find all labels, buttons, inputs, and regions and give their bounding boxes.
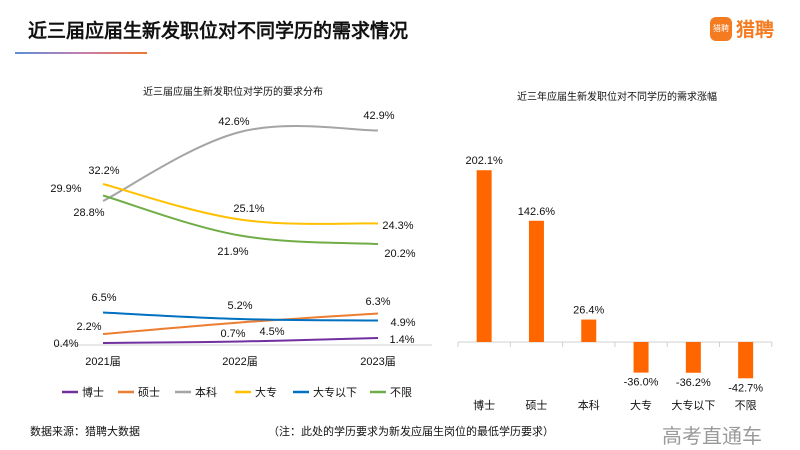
data-label: 42.6% <box>218 116 249 128</box>
data-label: 6.5% <box>91 292 116 304</box>
x-tick-label: 2022届 <box>222 355 257 368</box>
page-title: 近三届应届生新发职位对不同学历的需求情况 <box>28 20 409 42</box>
data-label: 29.9% <box>50 183 81 195</box>
data-label: 32.2% <box>88 165 119 177</box>
legend-item: 不限 <box>390 386 412 399</box>
bar-data-label: 202.1% <box>465 155 503 167</box>
data-label: 4.9% <box>390 317 415 329</box>
line-series-大专 <box>102 183 379 225</box>
data-label: 4.5% <box>259 326 284 338</box>
bar-data-label: 142.6% <box>518 206 556 218</box>
data-label: 24.3% <box>382 220 413 232</box>
data-label: 42.9% <box>363 110 394 122</box>
bar-data-label: 26.4% <box>573 305 604 317</box>
data-label: 5.2% <box>227 300 252 312</box>
footnote: （注：此处的学历要求为新发应届生岗位的最低学历要求） <box>268 425 554 438</box>
line-series-博士 <box>102 337 379 344</box>
line-chart-title: 近三届应届生新发职位对学历的要求分布 <box>143 85 323 98</box>
bar-data-label: -42.7% <box>728 382 763 394</box>
logo-text: 猎聘 <box>736 19 775 41</box>
line-series-硕士 <box>102 312 379 335</box>
bar-硕士 <box>528 220 544 342</box>
data-label: 2.2% <box>76 321 101 333</box>
bar-chart-title: 近三年应届生新发职位对不同学历的需求涨幅 <box>517 90 717 103</box>
x-tick-label: 博士 <box>473 399 495 412</box>
legend-item: 硕士 <box>138 386 160 399</box>
logo-badge-icon: 猎聘 <box>710 16 732 41</box>
bar-博士 <box>476 170 492 342</box>
x-tick-label: 不限 <box>735 399 757 412</box>
data-label: 28.8% <box>73 207 104 219</box>
bar-大专 <box>633 342 649 373</box>
data-source: 数据来源：猎聘大数据 <box>30 425 140 438</box>
x-tick-label: 大专以下 <box>671 398 715 412</box>
x-tick-label: 2023届 <box>360 355 395 368</box>
watermark: 高考直通车 <box>662 424 762 448</box>
x-tick-label: 本科 <box>578 398 600 412</box>
bar-chart: 202.1% 博士 142.6% 硕士 26.4% 本科 -36.0% 大专 -36.2% 大专以… <box>457 155 773 412</box>
bar-data-label: -36.0% <box>624 377 659 389</box>
bar-不限 <box>738 342 754 379</box>
data-label: 6.3% <box>365 296 390 308</box>
x-tick-label: 硕士 <box>525 399 547 412</box>
liepin-logo: 猎聘 猎聘 <box>710 15 774 42</box>
legend-item: 大专以下 <box>313 385 357 399</box>
line-chart: 2021届 2022届 2023届 0.4% 0.7% 1.4% 2.2% 4.5% 6.3% 2… <box>50 110 432 399</box>
legend-item: 大专 <box>255 385 277 399</box>
x-tick-label: 大专 <box>630 398 652 412</box>
bar-本科 <box>581 319 597 342</box>
legend-item: 本科 <box>195 385 217 399</box>
data-label: 25.1% <box>233 203 264 215</box>
data-label: 21.9% <box>217 246 248 258</box>
line-series-大专以下 <box>102 311 379 322</box>
data-label: 0.4% <box>53 338 78 350</box>
title-underline <box>15 52 147 54</box>
line-series-本科 <box>102 125 379 202</box>
data-label: 1.4% <box>389 334 414 346</box>
bar-大专以下 <box>685 342 701 373</box>
legend-item: 博士 <box>82 386 104 399</box>
data-label: 0.7% <box>220 328 245 340</box>
data-label: 20.2% <box>384 248 415 260</box>
bar-data-label: -36.2% <box>676 377 711 389</box>
x-tick-label: 2021届 <box>85 355 120 368</box>
line-series-不限 <box>102 194 379 245</box>
